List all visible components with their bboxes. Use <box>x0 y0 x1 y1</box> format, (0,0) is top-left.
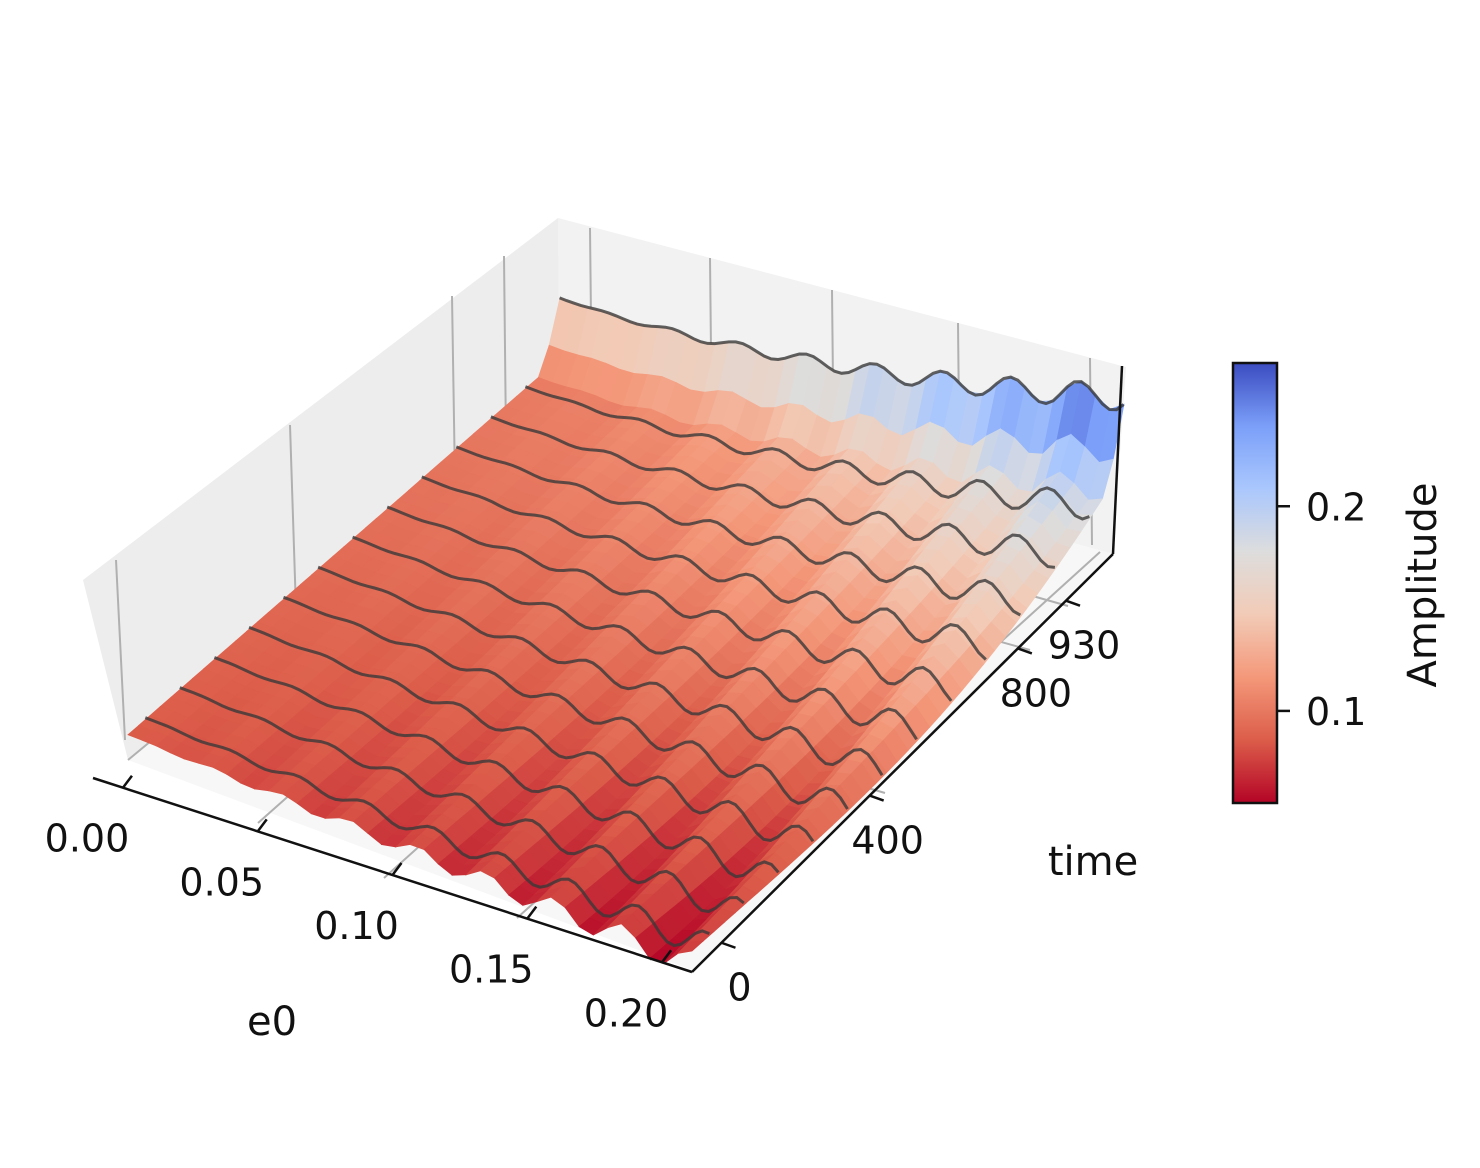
time-axis-label: time <box>1048 839 1138 885</box>
time-tick-label: 400 <box>851 819 924 863</box>
e0-tick-mark <box>391 862 403 876</box>
colorbar-tick-label: 0.2 <box>1306 485 1366 529</box>
colorbar-ticks: 0.1 0.2 <box>1277 485 1366 734</box>
e0-tick-mark <box>526 905 538 920</box>
colorbar-fill <box>1231 361 1279 805</box>
time-curve <box>455 445 1022 617</box>
time-curve <box>421 475 987 661</box>
e0-tick-label: 0.20 <box>584 991 669 1035</box>
e0-tick-label: 0.15 <box>449 948 534 992</box>
e0-tick-mark <box>661 949 673 964</box>
time-curve <box>144 716 710 948</box>
time-curve <box>282 595 849 810</box>
e0-tick-label: 0.00 <box>45 817 130 861</box>
time-curve <box>559 296 1125 412</box>
time-tick-mark <box>869 794 885 802</box>
time-tick-label: 0 <box>727 966 751 1010</box>
e0-tick-label: 0.10 <box>314 904 399 948</box>
e0-tick-mark <box>121 774 133 789</box>
time-tick-label: 930 <box>1048 624 1121 668</box>
e0-ticks: 0.00 0.05 0.10 0.15 0.20 <box>45 774 673 1035</box>
colorbar: 0.1 0.2 Amplitude <box>1231 361 1446 805</box>
time-curve <box>386 505 953 702</box>
left-wall-pane <box>83 218 560 760</box>
time-curve <box>213 656 780 879</box>
time-curve <box>248 625 815 843</box>
grid-left-1 <box>115 559 126 741</box>
colorbar-label: Amplitude <box>1400 483 1446 688</box>
time-curve <box>317 565 884 776</box>
colorbar-tick-label: 0.1 <box>1306 690 1366 734</box>
e0-axis: 0.00 0.05 0.10 0.15 0.20 e0 <box>45 774 693 1045</box>
time-tick-mark <box>1065 599 1081 607</box>
time-curve <box>352 535 918 741</box>
grid-left-2 <box>289 424 297 611</box>
time-curve <box>179 686 745 914</box>
time-tick-mark <box>721 941 736 949</box>
z-axis-line <box>1111 365 1124 555</box>
time-curves <box>144 296 1125 948</box>
time-tick-label: 800 <box>1000 671 1073 715</box>
e0-axis-label: e0 <box>247 999 297 1045</box>
surface-patch <box>676 940 704 954</box>
e0-tick-mark <box>256 818 268 833</box>
e0-tick-label: 0.05 <box>179 860 264 904</box>
time-curve <box>490 415 1056 569</box>
time-tick-mark <box>1017 647 1033 655</box>
time-axis-line <box>691 553 1114 973</box>
time-curve <box>524 385 1090 521</box>
